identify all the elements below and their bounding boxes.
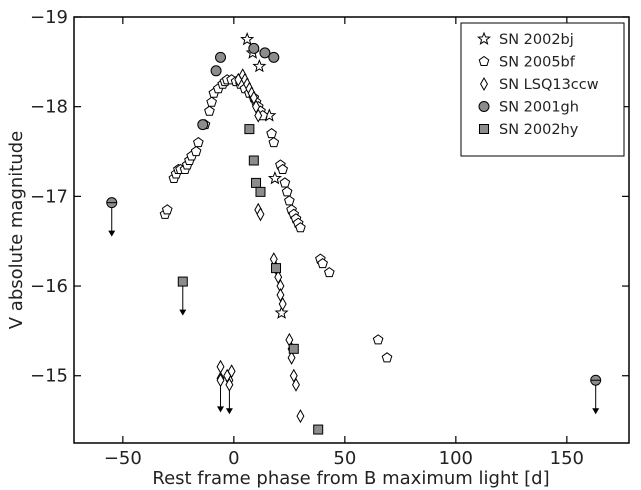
- point-sn-2002bj: [267, 171, 282, 185]
- x-tick-label: 0: [228, 448, 239, 469]
- point-sn-2001gh: [259, 47, 271, 59]
- point-sn-2002hy: [271, 263, 282, 274]
- point-sn-lsq13ccw: [254, 108, 263, 123]
- point-sn-2002bj: [274, 305, 289, 319]
- point-sn-2001gh: [210, 65, 222, 77]
- point-sn-2005bf: [323, 266, 335, 278]
- y-tick-label: −15: [30, 366, 68, 387]
- upper-limits-layer: [106, 197, 602, 415]
- point-sn-2005bf: [295, 222, 306, 233]
- point-sn-2005bf: [206, 96, 217, 107]
- point-sn-lsq13ccw: [296, 409, 305, 424]
- upper-limit-marker: [590, 374, 602, 386]
- point-sn-2002hy: [248, 155, 259, 166]
- point-sn-2002bj: [252, 58, 267, 73]
- upper-limit-marker: [106, 197, 118, 209]
- legend-label-sn-lsq13ccw: SN LSQ13ccw: [499, 77, 599, 93]
- point-sn-2002hy: [244, 124, 255, 135]
- legend: SN 2002bj SN 2005bf SN LSQ13ccw SN 2001gh SN…: [460, 22, 625, 157]
- point-sn-2005bf: [317, 258, 328, 269]
- y-tick-label: −16: [30, 276, 68, 297]
- upper-limit-arrowhead: [108, 230, 116, 237]
- legend-marker-sn-2002hy: [479, 124, 489, 134]
- point-sn-2005bf: [161, 204, 173, 215]
- point-sn-2005bf: [266, 127, 277, 139]
- legend-marker-sn-2001gh: [478, 101, 490, 112]
- point-sn-2005bf: [268, 136, 280, 148]
- point-sn-2005bf: [372, 334, 384, 345]
- legend-label-sn-2002bj: SN 2002bj: [499, 32, 574, 48]
- point-sn-2005bf: [279, 177, 291, 188]
- point-sn-lsq13ccw: [227, 364, 236, 379]
- point-sn-2001gh: [248, 42, 260, 54]
- point-sn-lsq13ccw: [287, 350, 296, 365]
- point-sn-2005bf: [204, 105, 215, 116]
- legend-label-sn-2001gh: SN 2001gh: [499, 100, 579, 116]
- x-tick-label: 50: [333, 448, 356, 469]
- upper-limit-marker: [177, 276, 188, 287]
- legend-label-sn-2005bf: SN 2005bf: [499, 55, 576, 71]
- legend-marker-sn-lsq13ccw: [480, 76, 488, 92]
- point-sn-2005bf: [277, 163, 289, 175]
- point-sn-lsq13ccw: [278, 296, 287, 312]
- point-sn-2001gh: [197, 119, 209, 131]
- point-sn-2001gh: [215, 51, 227, 63]
- upper-limit-arrowhead: [592, 408, 600, 415]
- legend-marker-sn-2005bf: [478, 55, 490, 67]
- legend-marker-sn-2002bj: [476, 31, 492, 45]
- point-sn-2005bf: [381, 352, 393, 363]
- point-sn-2002hy: [313, 424, 324, 435]
- axes-layer: −50 0 50 100 150 −19 −18 −17 −16 −15: [30, 7, 629, 469]
- x-tick-label: 150: [550, 448, 584, 469]
- point-sn-2005bf: [283, 195, 295, 206]
- y-tick-label: −19: [30, 7, 68, 28]
- plot-frame: [73, 16, 630, 444]
- point-sn-2001gh: [268, 51, 280, 63]
- point-sn-2005bf: [281, 186, 293, 197]
- point-sn-2002hy: [288, 343, 299, 354]
- x-tick-label: −50: [104, 448, 142, 469]
- point-sn-2005bf: [192, 136, 204, 148]
- upper-limit-arrowhead: [217, 406, 225, 413]
- legend-label-sn-2002hy: SN 2002hy: [499, 122, 579, 138]
- point-sn-2002hy: [251, 177, 262, 188]
- x-axis-title: Rest frame phase from B maximum light [d…: [152, 468, 549, 489]
- point-sn-lsq13ccw: [292, 377, 300, 392]
- point-sn-2002hy: [255, 186, 266, 197]
- point-sn-2002bj: [240, 32, 255, 46]
- y-tick-label: −18: [30, 97, 68, 118]
- y-tick-label: −17: [30, 186, 68, 207]
- x-tick-label: 100: [439, 448, 473, 469]
- point-sn-lsq13ccw: [225, 377, 234, 392]
- point-sn-lsq13ccw: [216, 359, 225, 374]
- point-sn-lsq13ccw: [256, 207, 265, 222]
- upper-limit-arrowhead: [225, 408, 233, 415]
- y-axis-title: V absolute magnitude: [6, 131, 27, 330]
- point-sn-lsq13ccw: [216, 373, 225, 388]
- data-points-layer: [159, 32, 393, 435]
- point-sn-2005bf: [190, 145, 202, 157]
- upper-limit-arrowhead: [179, 309, 187, 316]
